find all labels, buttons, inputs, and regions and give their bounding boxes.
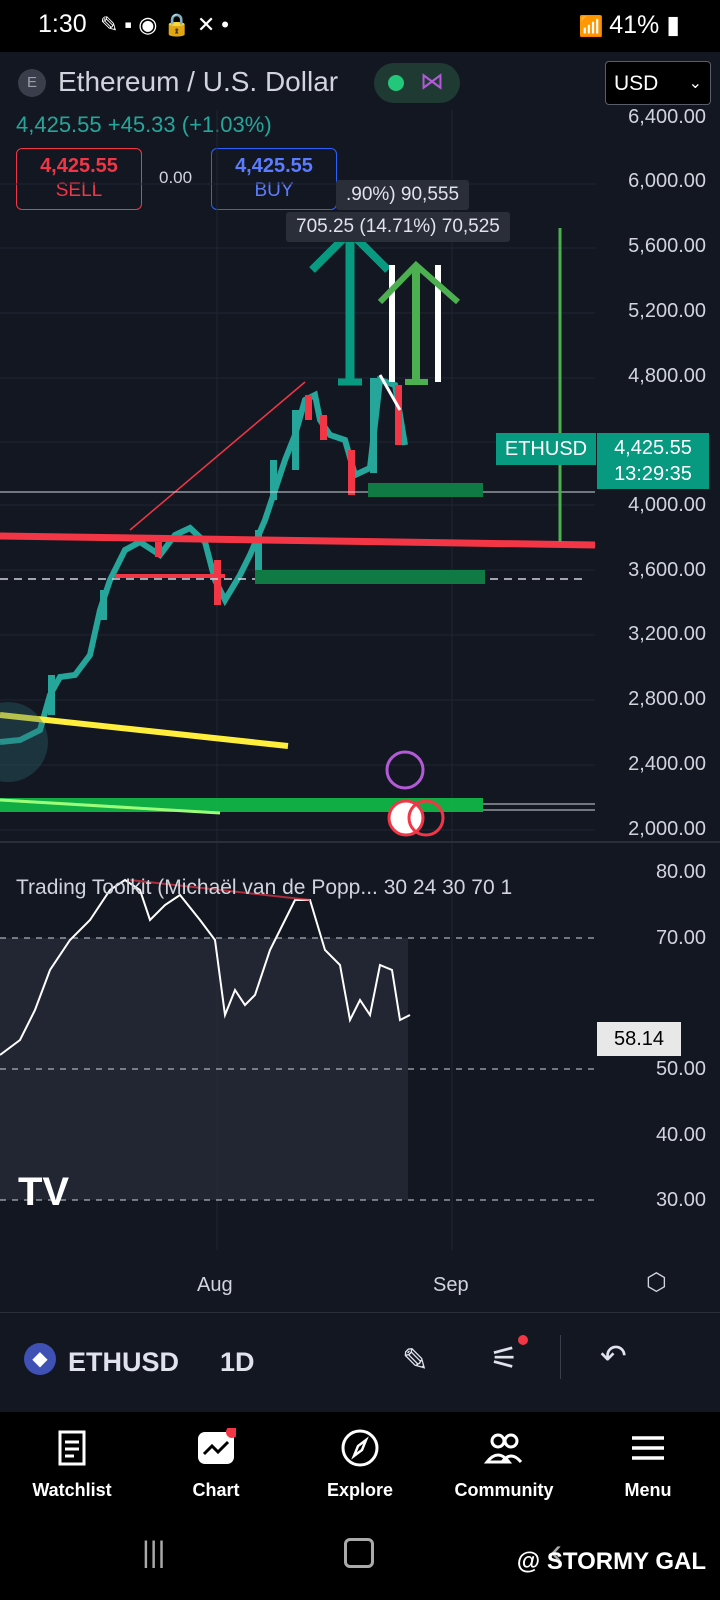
nav-explore[interactable]: Explore — [288, 1412, 432, 1522]
buy-button[interactable]: 4,425.55 BUY — [211, 148, 337, 210]
tv-logo: TV — [18, 1170, 69, 1214]
chart-icon — [198, 1428, 236, 1464]
home-icon[interactable] — [344, 1538, 374, 1568]
chevron-down-icon: ⌄ — [688, 75, 702, 92]
indicator-tick: 40.00 — [655, 1124, 706, 1146]
buy-label: BUY — [254, 180, 294, 201]
indicator-tick: 50.00 — [655, 1058, 706, 1080]
watermark: @ STORMY GAL — [516, 1548, 706, 1575]
compass-icon — [341, 1429, 379, 1467]
rsi-line — [0, 878, 411, 1056]
battery-level: 📶 41% ▮ — [578, 11, 680, 39]
chart-canvas[interactable]: TV — [0, 110, 720, 1310]
ideas-icon[interactable] — [385, 750, 425, 790]
system-nav-bar: ||| ‹ — [0, 1522, 720, 1600]
measure-label-main: 705.25 (14.71%) 70,525 — [286, 212, 510, 242]
community-icon — [484, 1433, 523, 1464]
share-icon[interactable]: ⋈ — [420, 68, 444, 95]
nav-menu[interactable]: Menu — [576, 1412, 720, 1522]
symbol-logo: E — [18, 69, 46, 97]
support-zone[interactable] — [368, 483, 483, 497]
settings-icon[interactable]: ⬡ — [646, 1269, 667, 1296]
bar-countdown: 13:29:35 — [614, 463, 692, 485]
toolbar-divider — [560, 1335, 561, 1379]
price-tick: 5,600.00 — [628, 235, 706, 257]
draw-pencil-icon[interactable]: ✎ — [402, 1342, 429, 1378]
last-price-badge: 4,425.55 13:29:35 — [597, 433, 709, 489]
price-tick: 4,000.00 — [628, 494, 706, 516]
recents-icon[interactable]: ||| — [142, 1536, 166, 1569]
ethereum-icon: ◆ — [24, 1343, 56, 1375]
indicators-icon[interactable]: ⚟ — [490, 1340, 519, 1376]
symbol-price-badge: ETHUSD — [496, 433, 596, 465]
yellow-trendline[interactable] — [0, 712, 289, 749]
price-tick: 6,000.00 — [628, 170, 706, 192]
live-share-pill[interactable]: ⋈ — [374, 63, 460, 103]
price-change-line: 4,425.55 +45.33 (+1.03%) — [16, 112, 272, 137]
nav-watchlist[interactable]: Watchlist — [0, 1412, 144, 1522]
live-dot-icon — [388, 75, 404, 91]
nav-community[interactable]: Community — [432, 1412, 576, 1522]
status-time: 1:30 — [38, 10, 87, 38]
sell-label: SELL — [55, 180, 103, 201]
undo-icon[interactable]: ↶ — [600, 1338, 627, 1374]
back-icon[interactable]: ‹ — [550, 1530, 562, 1571]
indicator-tick: 30.00 — [655, 1189, 706, 1211]
resistance-line[interactable] — [0, 532, 596, 549]
status-bar: 1:30 ✎▪◉🔒✕• 📶 41% ▮ — [0, 0, 720, 52]
watchlist-icon — [58, 1430, 86, 1466]
timeframe-button[interactable]: 1D — [220, 1347, 255, 1377]
price-tick: 4,800.00 — [628, 365, 706, 387]
chart-toolbar: ◆ ETHUSD 1D ✎ ⚟ ↶ — [0, 1312, 720, 1411]
time-tick-aug: Aug — [197, 1274, 233, 1296]
symbol-title[interactable]: Ethereum / U.S. Dollar — [58, 66, 339, 97]
price-tick: 3,600.00 — [628, 559, 706, 581]
indicator-label[interactable]: Trading Toolkit (Michaël van de Popp... … — [16, 876, 513, 899]
price-tick: 5,200.00 — [628, 300, 706, 322]
measure-label-top: .90%) 90,555 — [336, 180, 470, 210]
price-tick: 3,200.00 — [628, 623, 706, 645]
signal-icon: 📶 — [578, 16, 610, 38]
notification-icons: ✎▪◉🔒✕• — [100, 12, 235, 37]
time-tick-sep: Sep — [433, 1274, 469, 1296]
menu-icon — [632, 1436, 664, 1460]
price-tick: 2,400.00 — [628, 753, 706, 775]
candles — [0, 375, 408, 745]
toolbar-symbol[interactable]: ETHUSD — [68, 1347, 180, 1377]
currency-select[interactable]: USD ⌄ — [605, 61, 711, 105]
indicators-dot-icon — [518, 1335, 528, 1345]
nav-chart[interactable]: Chart — [144, 1412, 288, 1522]
buy-price: 4,425.55 — [235, 155, 313, 177]
sell-button[interactable]: 4,425.55 SELL — [16, 148, 142, 210]
spread-value: 0.00 — [159, 168, 193, 187]
price-tick: 2,000.00 — [628, 818, 706, 840]
bottom-nav: Watchlist Chart Explore Community Menu — [0, 1412, 720, 1522]
price-tick: 2,800.00 — [628, 688, 706, 710]
support-zone-lower[interactable] — [255, 570, 485, 584]
indicator-tick: 70.00 — [655, 927, 706, 949]
indicator-value-badge: 58.14 — [597, 1022, 681, 1056]
flag-event-icon[interactable] — [387, 799, 425, 837]
price-tick: 6,400.00 — [628, 106, 706, 128]
indicator-tick: 80.00 — [655, 861, 706, 883]
sell-price: 4,425.55 — [40, 155, 118, 177]
